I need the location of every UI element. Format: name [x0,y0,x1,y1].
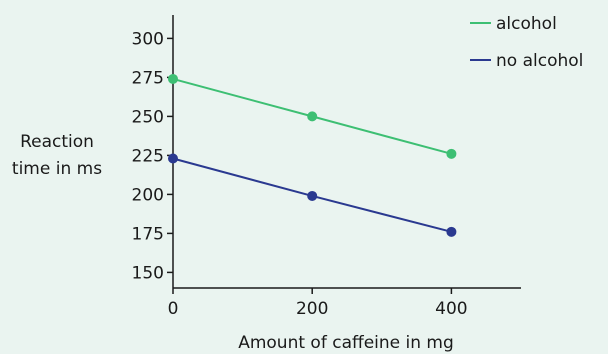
y-axis-title-line-1: Reaction [20,132,94,152]
data-point-no-alcohol [307,191,317,201]
legend-item-no-alcohol: no alcohol [470,51,583,71]
y-tick-label: 300 [132,29,164,49]
x-axis-title: Amount of caffeine in mg [238,333,454,353]
legend: alcohol no alcohol [470,14,583,71]
y-tick-label: 275 [132,68,164,88]
y-ticks: 150 175 200 225 250 275 300 [132,29,173,283]
y-tick-label: 150 [132,263,164,283]
legend-label-no-alcohol: no alcohol [496,51,583,71]
data-point-no-alcohol [446,227,456,237]
y-tick-label: 225 [132,146,164,166]
x-tick-label: 200 [296,299,328,319]
series-layer [168,74,456,237]
data-point-alcohol [446,149,456,159]
y-axis-title-line-2: time in ms [12,159,102,179]
x-tick-label: 0 [168,299,179,319]
data-point-no-alcohol [168,154,178,164]
legend-item-alcohol: alcohol [470,14,557,34]
data-point-alcohol [168,74,178,84]
y-tick-label: 250 [132,107,164,127]
x-ticks: 0 200 400 [168,288,468,319]
y-tick-label: 175 [132,224,164,244]
x-tick-label: 400 [435,299,467,319]
legend-label-alcohol: alcohol [496,14,557,34]
y-tick-label: 200 [132,185,164,205]
data-point-alcohol [307,111,317,121]
